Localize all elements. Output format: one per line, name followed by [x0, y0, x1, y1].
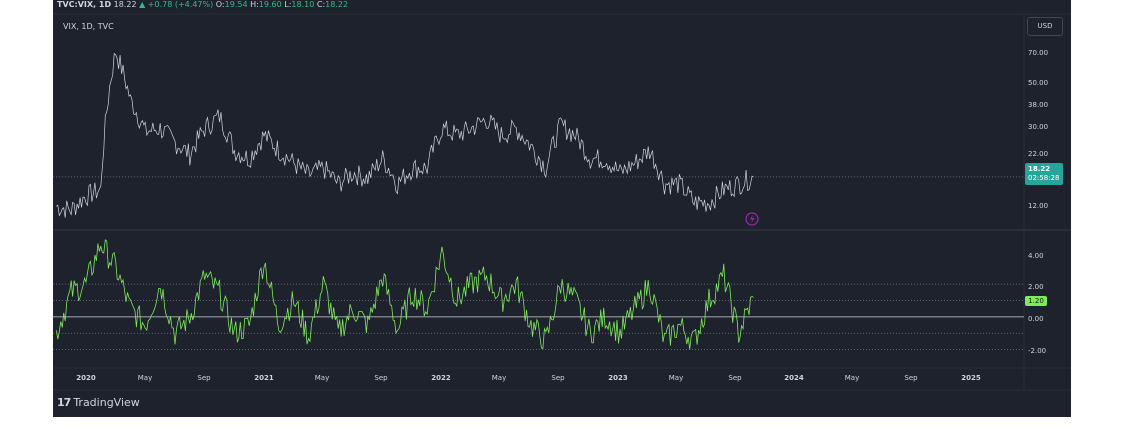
time-tick-label: Sep	[728, 374, 742, 382]
price-tick-label: 22.00	[1028, 150, 1049, 158]
low-label: L:	[284, 0, 292, 9]
close-value: 18.22	[325, 0, 349, 9]
open-label: O:	[215, 0, 225, 9]
time-tick-label: Sep	[197, 374, 211, 382]
price-pane[interactable]	[53, 14, 1024, 229]
chart-canvas[interactable]	[53, 0, 1071, 417]
logo-text: TradingView	[73, 396, 140, 409]
series-legend[interactable]: VIX, 1D, TVC	[63, 22, 114, 31]
price-tick-label: 30.00	[1028, 123, 1049, 131]
oscillator-last-badge: 1.20	[1025, 296, 1047, 306]
time-tick-label: May	[844, 374, 860, 382]
time-tick-label: 2023	[608, 374, 628, 382]
vix-price-line	[56, 52, 754, 218]
low-value: 18.10	[291, 0, 315, 9]
high-value: 19.60	[258, 0, 282, 9]
lightning-icon[interactable]	[745, 212, 759, 226]
osc-tick-label: 4.00	[1028, 252, 1044, 260]
last-value: 18.22	[113, 0, 137, 9]
bar-countdown: 02:58:28	[1028, 174, 1060, 182]
symbol-name: TVC:VIX, 1D	[57, 0, 112, 9]
price-tick-label: 38.00	[1028, 101, 1049, 109]
high-label: H:	[250, 0, 259, 9]
chart-window: TVC:VIX, 1D 18.22 ▲ +0.78 (+4.47%) O:19.…	[53, 0, 1071, 417]
oscillator-pane[interactable]	[53, 231, 1024, 368]
osc-tick-label: 2.00	[1028, 283, 1044, 291]
osc-tick-label: -2.00	[1028, 347, 1047, 355]
last-price-value: 18.22	[1028, 165, 1051, 173]
lightning-bolt-glyph	[750, 214, 755, 224]
currency-button[interactable]: USD	[1027, 17, 1063, 36]
time-tick-label: May	[668, 374, 684, 382]
price-series	[53, 52, 1024, 218]
alert-marker[interactable]	[745, 212, 759, 226]
time-tick-label: 2021	[254, 374, 274, 382]
time-tick-label: 2022	[431, 374, 451, 382]
price-tick-label: 12.00	[1028, 202, 1049, 210]
oscillator-series	[53, 239, 1024, 350]
time-tick-label: Sep	[551, 374, 565, 382]
time-tick-label: Sep	[374, 374, 388, 382]
open-value: 19.54	[224, 0, 248, 9]
price-tick-label: 70.00	[1028, 49, 1049, 57]
time-tick-label: Sep	[904, 374, 918, 382]
tradingview-logo[interactable]: 17 TradingView	[57, 396, 140, 409]
time-tick-label: 2024	[784, 374, 804, 382]
time-tick-label: May	[491, 374, 507, 382]
last-price-badge: 18.22 02:58:28	[1025, 163, 1063, 185]
close-label: C:	[316, 0, 326, 9]
time-tick-label: May	[314, 374, 330, 382]
symbol-header: TVC:VIX, 1D 18.22 ▲ +0.78 (+4.47%) O:19.…	[57, 0, 348, 11]
time-tick-label: 2020	[76, 374, 96, 382]
time-tick-label: 2025	[961, 374, 981, 382]
change-arrow: ▲	[139, 0, 146, 9]
tradingview-logo-icon: 17	[57, 396, 71, 409]
change-value: +0.78 (+4.47%)	[147, 0, 214, 9]
oscillator-line	[55, 239, 754, 350]
time-tick-label: May	[137, 374, 153, 382]
osc-tick-label: 0.00	[1028, 315, 1044, 323]
price-tick-label: 50.00	[1028, 79, 1049, 87]
